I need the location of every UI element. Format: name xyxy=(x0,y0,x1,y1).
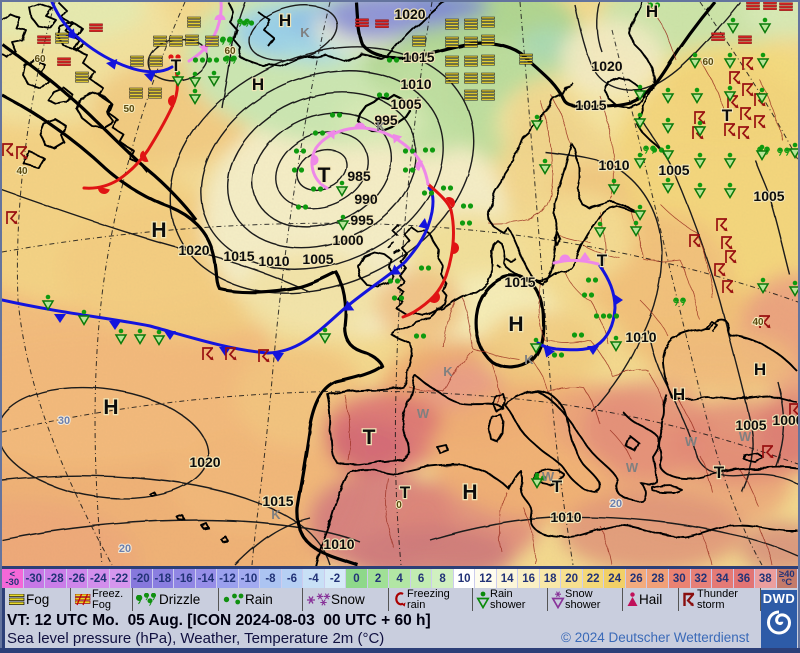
svg-text:T: T xyxy=(552,477,563,496)
svg-text:W: W xyxy=(417,406,430,421)
svg-text:1000: 1000 xyxy=(332,232,363,248)
svg-text:T: T xyxy=(597,251,608,270)
svg-text:T: T xyxy=(318,164,331,187)
svg-text:W: W xyxy=(739,429,752,444)
svg-text:H: H xyxy=(508,313,523,336)
svg-text:60: 60 xyxy=(34,54,46,65)
svg-text:1005: 1005 xyxy=(390,96,421,112)
svg-text:995: 995 xyxy=(374,112,398,128)
svg-text:K: K xyxy=(300,25,310,40)
svg-text:30: 30 xyxy=(58,415,70,427)
svg-text:995: 995 xyxy=(350,212,374,228)
svg-text:K: K xyxy=(443,364,453,379)
svg-text:1015: 1015 xyxy=(403,49,434,65)
svg-text:T: T xyxy=(363,426,376,449)
svg-text:50: 50 xyxy=(123,104,135,115)
svg-text:20: 20 xyxy=(610,498,622,510)
svg-text:H: H xyxy=(279,11,291,30)
svg-text:1015: 1015 xyxy=(223,248,254,264)
svg-text:1010: 1010 xyxy=(400,76,431,92)
svg-text:H: H xyxy=(754,360,766,379)
svg-text:W: W xyxy=(542,469,555,484)
svg-text:1010: 1010 xyxy=(625,329,656,345)
svg-text:1010: 1010 xyxy=(323,536,354,552)
svg-text:60: 60 xyxy=(702,57,714,68)
svg-text:T: T xyxy=(714,463,725,482)
svg-text:1005: 1005 xyxy=(735,417,766,433)
svg-text:K: K xyxy=(524,352,534,367)
svg-text:H: H xyxy=(462,481,477,504)
svg-text:1020: 1020 xyxy=(189,454,220,470)
svg-text:1000: 1000 xyxy=(772,412,798,428)
svg-text:H: H xyxy=(646,2,658,21)
svg-text:990: 990 xyxy=(354,191,378,207)
svg-text:1005: 1005 xyxy=(753,188,784,204)
svg-text:1015: 1015 xyxy=(504,274,535,290)
svg-text:W: W xyxy=(626,460,639,475)
svg-text:T: T xyxy=(722,106,733,125)
svg-text:H: H xyxy=(252,75,264,94)
svg-text:1020: 1020 xyxy=(591,58,622,74)
svg-text:1020: 1020 xyxy=(178,242,209,258)
svg-text:20: 20 xyxy=(119,543,131,555)
svg-text:60: 60 xyxy=(224,46,236,57)
svg-text:1010: 1010 xyxy=(550,509,581,525)
svg-text:K: K xyxy=(376,119,386,134)
svg-text:T: T xyxy=(171,56,182,75)
svg-text:1015: 1015 xyxy=(575,97,606,113)
svg-text:W: W xyxy=(685,434,698,449)
svg-text:40: 40 xyxy=(16,166,28,177)
svg-text:985: 985 xyxy=(347,168,371,184)
svg-text:40: 40 xyxy=(752,317,764,328)
svg-text:H: H xyxy=(103,396,118,419)
svg-text:0: 0 xyxy=(396,500,402,511)
svg-text:H: H xyxy=(673,385,685,404)
svg-text:K: K xyxy=(271,507,281,522)
svg-text:1005: 1005 xyxy=(658,162,689,178)
svg-text:1010: 1010 xyxy=(258,253,289,269)
svg-text:1020: 1020 xyxy=(394,6,425,22)
svg-text:1015: 1015 xyxy=(262,493,293,509)
svg-text:H: H xyxy=(151,219,166,242)
svg-text:T: T xyxy=(400,483,411,502)
svg-text:1010: 1010 xyxy=(598,157,629,173)
svg-text:1005: 1005 xyxy=(302,251,333,267)
